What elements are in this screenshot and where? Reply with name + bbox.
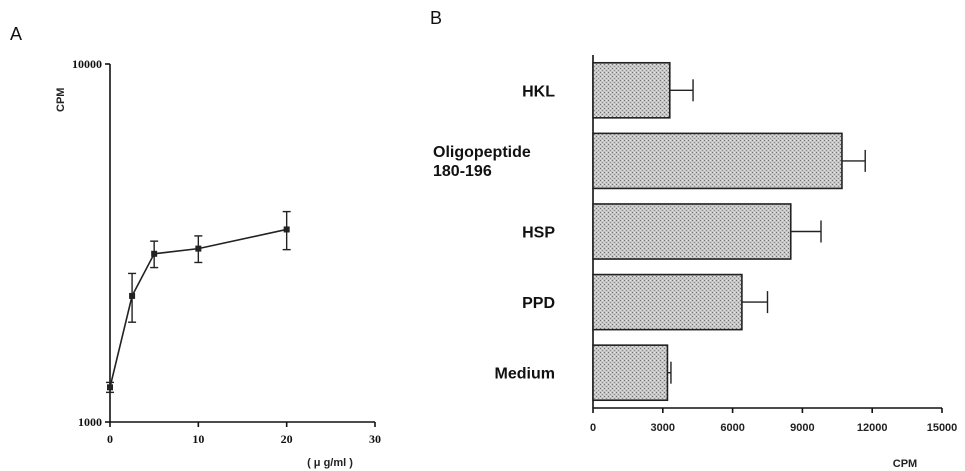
panel-b-x-axis-title: CPM: [893, 458, 917, 470]
panel-b-bar: [592, 344, 669, 402]
panel-b-x-tick-label: 6000: [720, 422, 744, 434]
panel-a-x-tick-label: 0: [107, 432, 113, 446]
panel-b-x-tick-label: 9000: [790, 422, 814, 434]
panel-b-category-sublabel: 180-196: [433, 163, 492, 180]
panel-b-x-tick-label: 12000: [857, 422, 888, 434]
panel-b-category-label: Medium: [495, 366, 555, 383]
panel-b-bar: [592, 203, 792, 260]
panel-b-x-tick-label: 15000: [927, 422, 958, 434]
panel-a-y-tick-label: 10000: [72, 57, 102, 71]
panel-b: B CPM 0 3000 6000 9000 12000 15000 HKL Oligope…: [430, 8, 957, 470]
panel-a-letter: A: [10, 24, 22, 44]
panel-a-x-tick-label: 10: [192, 432, 204, 446]
panel-a-x-tick-label: 30: [369, 432, 381, 446]
panel-b-category-label: PPD: [522, 295, 555, 312]
panel-a-y-tick-label: 1000: [78, 415, 102, 429]
panel-a-x-tick-label: 20: [281, 432, 293, 446]
panel-b-category-label: HKL: [522, 83, 555, 100]
panel-a-data-point: [107, 384, 113, 391]
panel-b-bars: HKL Oligopeptide 180-196 HSP PPD Medium: [433, 61, 866, 402]
panel-a-series: [106, 210, 291, 394]
panel-b-bar: [592, 273, 743, 331]
panel-b-bar: [592, 61, 671, 119]
panel-b-x-tick-label: 0: [590, 422, 596, 434]
panel-b-x-tick-label: 3000: [651, 422, 675, 434]
panel-a-data-point: [195, 245, 202, 252]
panel-b-category-label: Oligopeptide: [433, 144, 531, 161]
panel-b-category-label: HSP: [522, 225, 555, 242]
panel-b-letter: B: [430, 8, 442, 28]
panel-a-y-axis-title: CPM: [55, 88, 67, 112]
panel-b-bar: [592, 132, 843, 190]
panel-a-x-axis-title: ( μ g/ml ): [307, 457, 353, 469]
panel-a-data-point: [129, 292, 136, 299]
panel-a-data-point: [151, 250, 158, 257]
panel-a-data-point: [283, 226, 290, 233]
